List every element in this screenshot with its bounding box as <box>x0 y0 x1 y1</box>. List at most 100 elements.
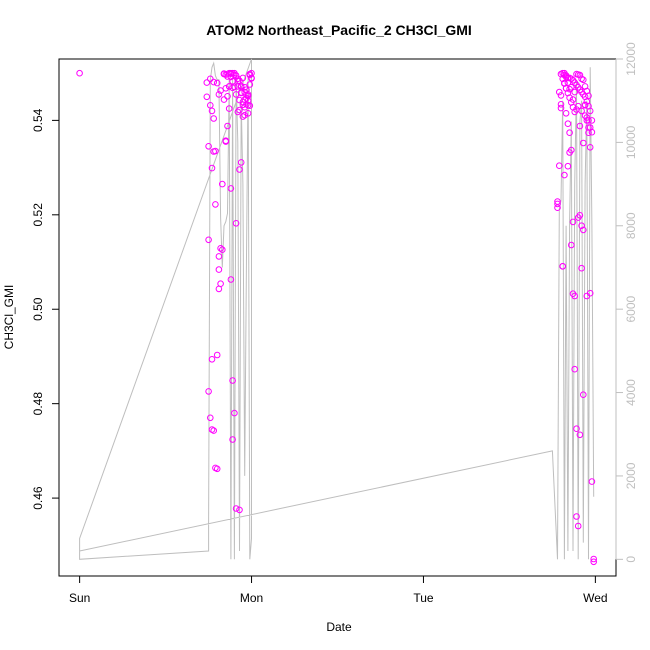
y2-tick-label: 0 <box>624 556 638 563</box>
y2-tick-label: 12000 <box>624 42 638 76</box>
data-point <box>229 436 236 443</box>
data-point <box>557 101 565 108</box>
data-point <box>571 365 579 373</box>
data-point <box>244 110 252 117</box>
data-point <box>586 289 594 297</box>
data-point <box>207 414 214 422</box>
data-point <box>556 88 563 96</box>
data-point <box>590 558 598 566</box>
data-point <box>236 506 243 514</box>
data-point <box>222 85 230 92</box>
data-point <box>215 253 223 260</box>
data-point <box>225 105 233 112</box>
y-tick-label: 0.46 <box>31 486 45 510</box>
data-point <box>578 222 585 229</box>
data-point <box>213 79 221 87</box>
data-point <box>248 74 255 82</box>
data-point <box>576 212 584 219</box>
data-point <box>244 97 252 104</box>
data-point <box>203 93 211 101</box>
data-point <box>208 356 216 363</box>
y-tick-label: 0.52 <box>31 203 45 227</box>
data-point <box>239 74 247 82</box>
data-point <box>564 162 572 170</box>
y-axis-left: 0.46 0.48 0.50 0.52 0.54 <box>31 108 60 510</box>
data-point <box>207 75 214 83</box>
x-tick-label: Wed <box>583 591 607 605</box>
data-point <box>585 117 592 124</box>
data-point <box>557 92 565 99</box>
data-point <box>227 185 235 192</box>
points-layer <box>76 69 598 566</box>
data-point <box>210 78 217 86</box>
x-axis-title: Date <box>326 620 352 634</box>
data-point <box>568 84 575 91</box>
data-point <box>208 107 216 115</box>
data-point <box>232 505 240 512</box>
data-point <box>571 292 579 300</box>
data-point <box>212 201 219 208</box>
data-point <box>205 143 212 150</box>
data-point <box>231 71 238 79</box>
data-point <box>215 266 223 273</box>
data-point <box>224 93 231 100</box>
data-point <box>574 522 582 530</box>
data-point <box>573 106 580 113</box>
data-point <box>580 76 587 84</box>
data-point <box>237 159 245 166</box>
chart-title: ATOM2 Northeast_Pacific_2 CH3Cl_GMI <box>206 22 472 38</box>
data-point <box>237 83 245 91</box>
y2-tick-label: 2000 <box>624 462 638 489</box>
data-point <box>234 108 242 116</box>
y2-tick-label: 4000 <box>624 379 638 406</box>
data-point <box>246 81 254 88</box>
data-point <box>562 110 570 117</box>
data-point <box>217 87 224 94</box>
data-point <box>588 117 596 124</box>
data-point <box>241 111 248 119</box>
data-point <box>564 120 572 127</box>
data-point <box>568 146 575 154</box>
data-point <box>561 71 568 79</box>
data-point <box>220 96 228 103</box>
data-point <box>580 139 587 147</box>
data-point <box>220 70 228 78</box>
data-point <box>569 96 577 103</box>
data-point <box>231 83 238 91</box>
y-tick-label: 0.54 <box>31 108 45 132</box>
y2-tick-label: 8000 <box>624 212 638 239</box>
data-point <box>588 478 596 485</box>
altitude-line <box>79 58 595 560</box>
data-point <box>559 263 567 270</box>
data-point <box>581 112 589 119</box>
data-point <box>205 236 212 244</box>
data-point <box>243 86 250 93</box>
y2-tick-label: 6000 <box>624 295 638 322</box>
data-point <box>76 69 83 77</box>
data-point <box>564 79 572 86</box>
data-point <box>208 164 216 172</box>
data-point <box>231 409 238 417</box>
data-point <box>210 427 217 434</box>
data-point <box>213 351 221 359</box>
data-point <box>573 513 580 520</box>
data-point <box>580 226 587 234</box>
data-point <box>203 79 211 86</box>
data-point <box>215 91 223 98</box>
data-point <box>571 88 579 96</box>
data-point <box>554 200 561 208</box>
data-point <box>556 162 563 169</box>
data-point <box>239 113 247 120</box>
data-point <box>562 73 570 81</box>
data-point <box>205 388 212 395</box>
y-tick-label: 0.50 <box>31 297 45 321</box>
data-point <box>554 198 561 205</box>
data-point <box>236 106 243 114</box>
data-point <box>219 246 226 253</box>
data-point <box>578 264 585 272</box>
data-point <box>581 101 589 109</box>
data-point <box>213 465 221 473</box>
data-point <box>576 122 584 130</box>
data-point <box>210 115 217 122</box>
